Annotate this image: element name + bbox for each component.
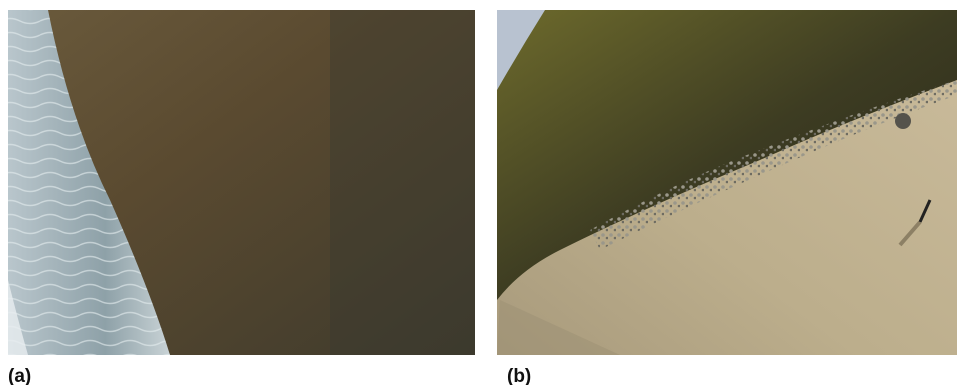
page: (a) (b) (() => { const data = JSON.parse… — [0, 0, 959, 385]
photo-b — [497, 10, 957, 355]
panel-label: (a) — [8, 366, 31, 385]
figure: (a) (b) — [0, 0, 959, 385]
photo-a — [8, 10, 475, 355]
panel-label: (b) — [507, 366, 531, 385]
